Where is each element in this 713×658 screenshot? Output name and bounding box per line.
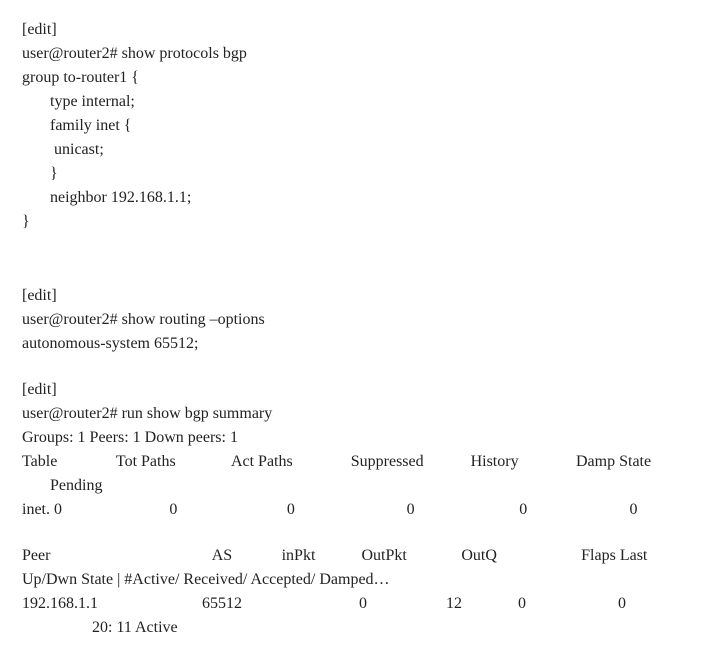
edit-marker-2: [edit] — [22, 284, 691, 308]
edit-marker-1: [edit] — [22, 18, 691, 42]
peer-row: 192.168.1.1 65512 0 12 0 0 — [22, 592, 691, 616]
col-history: History — [471, 450, 576, 474]
col-damp-state: Damp State — [576, 450, 691, 474]
cell-peer-outq: 0 — [462, 592, 582, 616]
pending-label: Pending — [22, 474, 691, 498]
cell-peer-as: 65512 — [202, 592, 302, 616]
col-act-paths: Act Paths — [231, 450, 351, 474]
cell-damp: 0 — [576, 498, 691, 522]
cfg-line: autonomous-system 65512; — [22, 332, 691, 356]
cell-peer-flaps: 0 — [582, 592, 662, 616]
col-tot-paths: Tot Paths — [116, 450, 231, 474]
cfg-line: neighbor 192.168.1.1; — [22, 186, 691, 210]
cfg-line: type internal; — [22, 90, 691, 114]
cell-supp: 0 — [351, 498, 471, 522]
table-row: inet. 0 0 0 0 0 0 — [22, 498, 691, 522]
cell-peer-ip: 192.168.1.1 — [22, 592, 202, 616]
col-outpkt: OutPkt — [361, 544, 461, 568]
col-outq: OutQ — [461, 544, 581, 568]
edit-marker-3: [edit] — [22, 378, 691, 402]
cell-act: 0 — [231, 498, 351, 522]
col-peer: Peer — [22, 544, 212, 568]
col-flaps-last: Flaps Last — [581, 544, 691, 568]
col-inpkt: inPkt — [282, 544, 362, 568]
cell-peer-inpkt: 0 — [302, 592, 367, 616]
col-table: Table — [22, 450, 80, 474]
cfg-line: } — [22, 210, 691, 234]
cell-tot: 0 — [116, 498, 231, 522]
cfg-line: unicast; — [22, 138, 691, 162]
table-header-row: Table Tot Paths Act Paths Suppressed His… — [22, 450, 691, 474]
col-suppressed: Suppressed — [351, 450, 471, 474]
cfg-line: family inet { — [22, 114, 691, 138]
cli-prompt-2: user@router2# show routing –options — [22, 308, 691, 332]
cfg-line: } — [22, 162, 691, 186]
cell-peer-outpkt: 12 — [367, 592, 462, 616]
cell-hist: 0 — [471, 498, 576, 522]
cell-table: inet. 0 — [22, 498, 80, 522]
col-as: AS — [212, 544, 282, 568]
cli-prompt-3: user@router2# run show bgp summary — [22, 402, 691, 426]
cli-prompt-1: user@router2# show protocols bgp — [22, 42, 691, 66]
updown-state-line: Up/Dwn State | #Active/ Received/ Accept… — [22, 568, 691, 592]
peer-state-line: 20: 11 Active — [22, 616, 691, 640]
bgp-summary-line: Groups: 1 Peers: 1 Down peers: 1 — [22, 426, 691, 450]
peer-header-row: Peer AS inPkt OutPkt OutQ Flaps Last — [22, 544, 691, 568]
cfg-line: group to-router1 { — [22, 66, 691, 90]
